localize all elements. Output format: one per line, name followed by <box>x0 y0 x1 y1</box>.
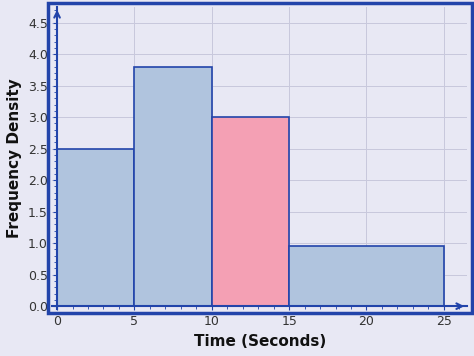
Y-axis label: Frequency Density: Frequency Density <box>8 78 22 238</box>
Bar <box>135 67 212 306</box>
X-axis label: Time (Seconds): Time (Seconds) <box>193 334 326 349</box>
Bar <box>57 149 135 306</box>
Bar <box>212 117 289 306</box>
Bar <box>289 246 444 306</box>
